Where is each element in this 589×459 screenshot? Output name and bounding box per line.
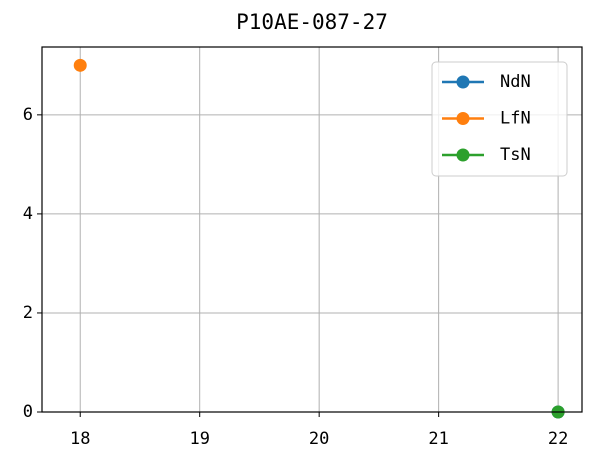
legend-box [431,61,568,177]
legend-marker [456,112,470,125]
x-tick-label: 21 [428,429,448,449]
x-tick-label: 18 [70,429,90,449]
y-tick-label: 6 [23,105,33,125]
legend-label: LfN [500,109,531,129]
y-tick-label: 0 [23,402,33,422]
chart-title: P10AE-087-27 [236,10,388,34]
legend-marker [456,75,470,89]
plot-frame [41,46,583,413]
y-tick-label: 2 [23,303,33,323]
legend-marker [456,148,470,162]
point [73,58,87,72]
legend-label: NdN [500,72,531,92]
y-tick-label: 4 [23,204,33,224]
x-tick-label: 19 [189,429,209,449]
x-tick-label: 20 [309,429,329,449]
legend-label: TsN [500,145,531,165]
x-tick-label: 22 [548,429,568,449]
